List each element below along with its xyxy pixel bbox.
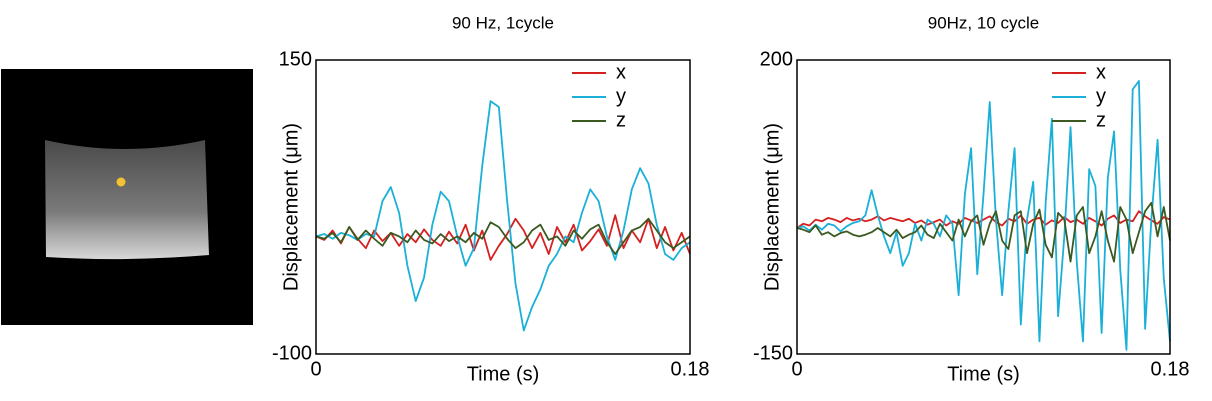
data-line (796, 210, 1171, 229)
measurement-point (116, 177, 126, 187)
data-line (315, 100, 691, 332)
x-tick-label: 0 (791, 358, 802, 380)
y-tick-label: -100 (272, 342, 312, 364)
data-line (315, 214, 691, 261)
y-tick-label: 150 (279, 48, 312, 70)
chart-title: 90Hz, 10 cycle (928, 13, 1040, 32)
legend-label: y (1096, 85, 1106, 107)
data-line (796, 201, 1171, 263)
legend-label: x (616, 61, 626, 83)
data-line (796, 80, 1171, 351)
data-line (315, 217, 691, 255)
legend-label: z (616, 109, 626, 131)
x-axis-label: Time (s) (947, 363, 1020, 385)
x-axis-label: Time (s) (467, 363, 540, 385)
x-tick-label: 0 (310, 358, 321, 380)
legend-label: y (616, 85, 626, 107)
plot-frame (796, 59, 1171, 355)
y-axis-label: Displacement (μm) (280, 123, 302, 291)
chart-title: 90 Hz, 1cycle (452, 13, 554, 32)
plot-frame (315, 59, 691, 355)
phantom (45, 140, 209, 260)
y-tick-label: 200 (760, 48, 793, 70)
y-tick-label: -150 (753, 342, 793, 364)
x-tick-label: 0.18 (1151, 358, 1190, 380)
y-axis-label: Displacement (μm) (761, 123, 783, 291)
legend-label: z (1096, 109, 1106, 131)
legend-label: x (1096, 61, 1106, 83)
x-tick-label: 0.18 (671, 358, 710, 380)
mri-image (1, 69, 253, 325)
